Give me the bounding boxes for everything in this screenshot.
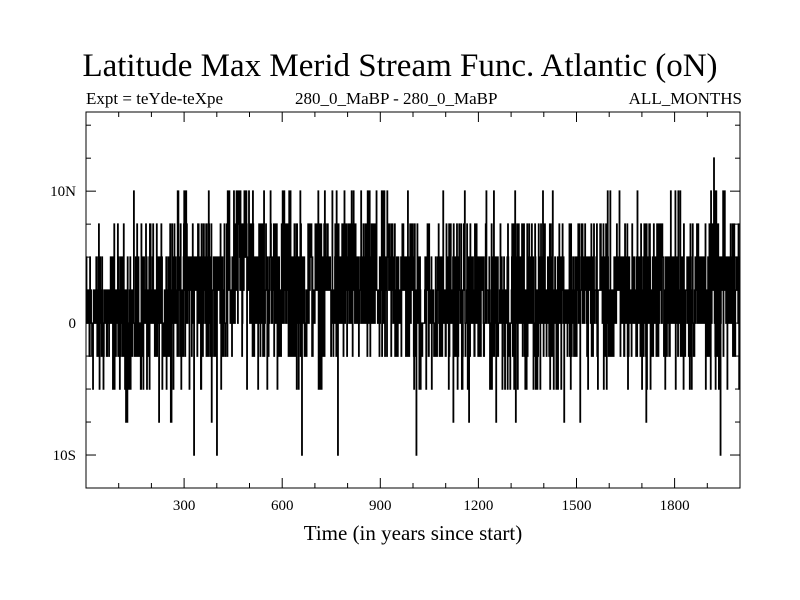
experiment-label: Expt = teYde-teXpe	[86, 89, 224, 108]
x-tick-label: 1200	[463, 498, 493, 514]
series-line	[85, 157, 741, 456]
series-layer	[85, 157, 741, 456]
months-label: ALL_MONTHS	[628, 89, 742, 108]
period-label: 280_0_MaBP - 280_0_MaBP	[295, 89, 498, 108]
x-tick-label: 600	[271, 498, 294, 514]
y-tick-label: 10N	[50, 184, 76, 200]
axes: 300 600 900 1200 1500 1800 10S 0 10N	[50, 112, 740, 514]
x-tick-label: 900	[369, 498, 392, 514]
chart-title: Latitude Max Merid Stream Func. Atlantic…	[82, 48, 718, 84]
x-tick-label: 300	[173, 498, 196, 514]
x-tick-label: 1800	[660, 498, 690, 514]
x-axis-label: Time (in years since start)	[303, 521, 523, 545]
x-tick-label: 1500	[562, 498, 592, 514]
y-tick-label: 10S	[53, 448, 76, 464]
y-tick-label: 0	[69, 316, 77, 332]
plot-frame	[85, 111, 741, 489]
